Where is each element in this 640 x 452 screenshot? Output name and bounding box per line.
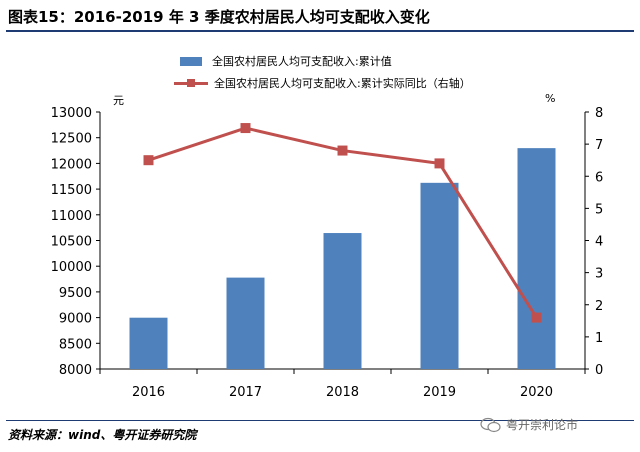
x-tick-label: 2016	[132, 385, 165, 400]
footer-divider	[6, 420, 634, 421]
right-tick-label: 3	[595, 267, 603, 282]
source-note: 资料来源：wind、粤开证券研究院	[8, 428, 197, 442]
title-divider	[6, 30, 634, 32]
legend-line-label: 全国农村居民人均可支配收入:累计实际同比（右轴）	[214, 77, 471, 90]
right-tick-label: 4	[595, 235, 603, 250]
bar	[323, 233, 362, 369]
left-tick-label: 12500	[51, 132, 92, 147]
x-tick-label: 2020	[520, 385, 553, 400]
left-tick-label: 11000	[51, 209, 92, 224]
line-marker	[531, 312, 542, 323]
line-marker	[240, 123, 251, 134]
left-tick-label: 9500	[59, 286, 92, 301]
left-axis-unit: 元	[113, 94, 124, 107]
chart-legend: 全国农村居民人均可支配收入:累计值 全国农村居民人均可支配收入:累计实际同比（右…	[174, 50, 471, 94]
watermark-text: 粤开崇利论市	[506, 418, 579, 432]
x-tick-label: 2019	[423, 385, 456, 400]
right-tick-label: 6	[595, 170, 603, 185]
right-tick-label: 5	[595, 202, 603, 217]
bar	[226, 277, 265, 369]
legend-bar-label: 全国农村居民人均可支配收入:累计值	[212, 55, 392, 68]
legend-line-swatch	[174, 78, 208, 88]
left-tick-label: 12000	[51, 157, 92, 172]
left-tick-label: 11500	[51, 183, 92, 198]
chart-title: 图表15：2016-2019 年 3 季度农村居民人均可支配收入变化	[8, 8, 430, 26]
right-tick-label: 1	[595, 331, 603, 346]
left-tick-label: 8500	[59, 337, 92, 352]
watermark: 粤开崇利论市	[480, 416, 578, 433]
bar	[420, 182, 459, 369]
left-tick-label: 13000	[51, 106, 92, 121]
right-tick-label: 2	[595, 299, 603, 314]
left-tick-label: 10000	[51, 260, 92, 275]
wechat-icon	[480, 417, 501, 432]
left-tick-label: 9000	[59, 312, 92, 327]
right-axis-unit: %	[545, 92, 556, 105]
right-tick-label: 7	[595, 138, 603, 153]
line-marker	[143, 155, 154, 166]
bar	[129, 317, 168, 369]
legend-item-line: 全国农村居民人均可支配收入:累计实际同比（右轴）	[174, 72, 471, 94]
legend-item-bar: 全国农村居民人均可支配收入:累计值	[180, 50, 471, 72]
line-marker	[434, 158, 445, 169]
x-tick-label: 2017	[229, 385, 262, 400]
right-tick-label: 0	[595, 363, 603, 378]
right-tick-label: 8	[595, 106, 603, 121]
line-marker	[337, 145, 348, 156]
bar	[517, 148, 556, 369]
x-tick-label: 2018	[326, 385, 359, 400]
left-tick-label: 10500	[51, 235, 92, 250]
legend-bar-swatch	[180, 56, 202, 66]
left-tick-label: 8000	[59, 363, 92, 378]
